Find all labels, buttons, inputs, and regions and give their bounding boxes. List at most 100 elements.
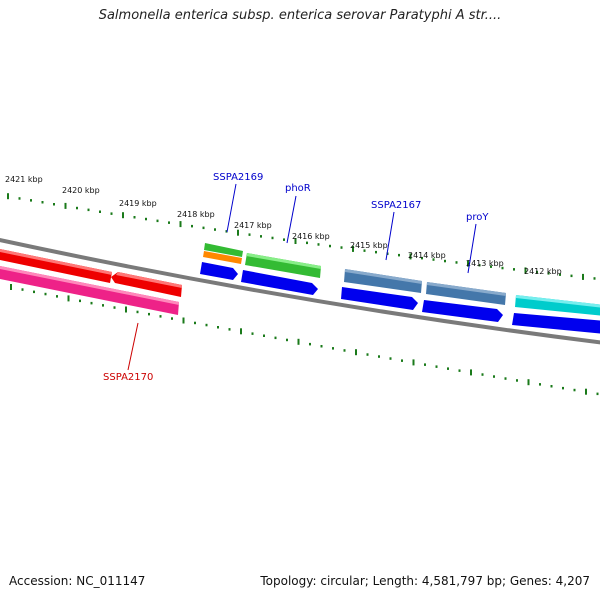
minor-tick	[214, 228, 216, 231]
gene-arrow-red-highlight	[116, 272, 182, 288]
minor-tick	[570, 274, 573, 278]
minor-tick	[375, 250, 377, 254]
minor-tick	[596, 392, 599, 396]
minor-tick	[559, 273, 561, 276]
major-tick	[10, 284, 12, 290]
gene-cyan-highlight	[516, 295, 600, 308]
major-tick	[524, 267, 527, 274]
minor-tick	[263, 334, 265, 337]
minor-tick	[53, 203, 55, 206]
minor-tick	[539, 383, 541, 386]
minor-tick	[320, 345, 323, 348]
minor-tick	[398, 253, 400, 257]
scale-label: 2413 kbp	[466, 259, 504, 268]
minor-tick	[228, 328, 231, 331]
gene-arrow-red[interactable]	[111, 272, 182, 297]
genome-summary: Topology: circular; Length: 4,581,797 bp…	[260, 574, 590, 588]
minor-tick	[378, 355, 380, 358]
minor-tick	[133, 216, 136, 219]
gene-blue-5[interactable]	[512, 313, 600, 334]
minor-tick	[455, 261, 458, 264]
minor-tick	[481, 373, 484, 376]
major-tick	[237, 229, 239, 236]
map-title: Salmonella enterica subsp. enterica sero…	[98, 8, 502, 23]
minor-tick	[562, 386, 564, 390]
minor-tick	[435, 365, 438, 368]
gene-pink-ssp2170-highlight	[0, 266, 179, 305]
gene-green-phor[interactable]	[245, 253, 321, 278]
minor-tick	[493, 375, 495, 378]
minor-tick	[317, 243, 320, 246]
minor-tick	[202, 226, 205, 230]
major-tick	[67, 295, 70, 302]
gene-arrow-ssp2171-highlight	[0, 249, 112, 275]
major-tick	[179, 221, 182, 228]
gene-blue-2[interactable]	[241, 270, 318, 295]
minor-tick	[343, 349, 346, 352]
minor-tick	[136, 310, 139, 314]
major-tick	[297, 338, 300, 345]
minor-tick	[401, 359, 403, 362]
minor-tick	[573, 388, 576, 392]
minor-tick	[76, 206, 78, 210]
callout-line-ssp2170	[127, 322, 139, 371]
minor-tick	[478, 264, 481, 267]
minor-tick	[44, 292, 47, 296]
gene-label-ssp2169[interactable]: SSPA2169	[213, 172, 263, 183]
minor-tick	[329, 244, 331, 248]
major-tick	[412, 359, 415, 366]
minor-tick	[159, 315, 162, 318]
major-tick	[467, 260, 469, 267]
minor-tick	[33, 290, 35, 294]
minor-tick	[18, 197, 21, 200]
minor-tick	[248, 233, 251, 236]
minor-tick	[191, 224, 193, 228]
minor-tick	[550, 385, 553, 388]
gene-blue-3[interactable]	[341, 287, 418, 310]
scale-labels: 2421 kbp 2420 kbp 2419 kbp 2418 kbp 2417…	[5, 175, 562, 276]
minor-tick	[30, 199, 32, 202]
minor-tick	[447, 367, 449, 370]
minor-tick	[225, 230, 228, 233]
minor-tick	[366, 353, 369, 356]
callout-line-ssp2169	[226, 183, 237, 233]
gene-steel-proy[interactable]	[426, 282, 506, 305]
minor-tick	[21, 288, 24, 291]
gene-label-ssp2167[interactable]: SSPA2167	[371, 200, 421, 211]
gene-label-phor[interactable]: phoR	[285, 183, 311, 194]
minor-tick	[271, 236, 274, 240]
minor-tick	[79, 299, 81, 303]
minor-tick	[110, 212, 113, 215]
minor-tick	[340, 246, 343, 249]
gene-pink-ssp2170[interactable]	[0, 265, 179, 315]
scale-label: 2420 kbp	[62, 186, 100, 195]
major-tick	[182, 317, 185, 324]
minor-tick	[156, 219, 159, 223]
scale-label: 2419 kbp	[119, 199, 157, 208]
minor-tick	[90, 301, 93, 305]
minor-tick	[424, 363, 426, 366]
callout-line-phor	[286, 195, 297, 244]
gene-blue-1[interactable]	[200, 262, 238, 280]
gene-green-ssp2169[interactable]	[204, 243, 243, 257]
major-tick	[355, 349, 357, 356]
gene-label-ssp2170[interactable]: SSPA2170	[103, 372, 153, 383]
minor-tick	[99, 210, 101, 213]
minor-tick	[194, 321, 196, 325]
gene-orange[interactable]	[203, 251, 242, 264]
gene-blue-4[interactable]	[422, 300, 503, 322]
minor-tick	[501, 266, 504, 270]
gene-steel-ssp2167[interactable]	[344, 269, 422, 293]
major-tick	[122, 212, 124, 219]
minor-tick	[145, 217, 147, 221]
minor-tick	[444, 259, 446, 263]
major-tick	[527, 379, 530, 386]
minor-tick	[547, 272, 550, 275]
minor-tick	[432, 258, 435, 261]
major-tick	[352, 245, 354, 252]
lower-tick-row	[10, 284, 599, 396]
gene-label-proy[interactable]: proY	[466, 212, 489, 223]
scale-label: 2418 kbp	[177, 210, 215, 219]
accession-label: Accession: NC_011147	[9, 574, 146, 588]
